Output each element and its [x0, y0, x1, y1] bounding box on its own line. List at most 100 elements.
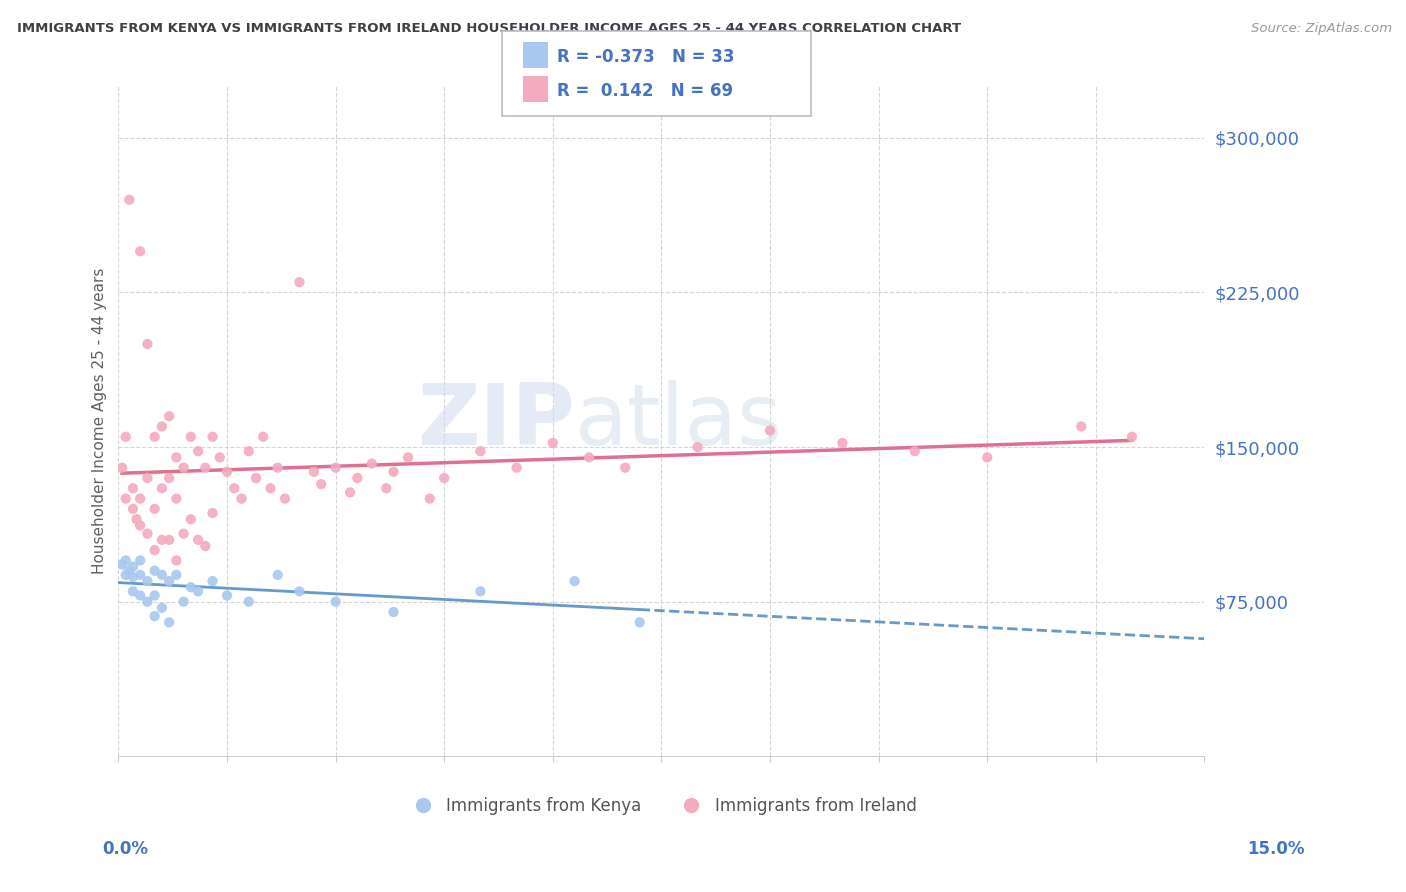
Point — [122, 570, 145, 584]
Point — [267, 460, 290, 475]
Point — [111, 558, 134, 572]
Point — [111, 460, 134, 475]
Point — [238, 444, 260, 458]
Point — [143, 589, 166, 603]
Point — [136, 471, 159, 485]
Point — [231, 491, 253, 506]
Point — [143, 543, 166, 558]
Point — [143, 502, 166, 516]
Legend: Immigrants from Kenya, Immigrants from Ireland: Immigrants from Kenya, Immigrants from I… — [399, 790, 924, 822]
Point — [165, 567, 187, 582]
Point — [118, 564, 141, 578]
Point — [114, 567, 136, 582]
Point — [114, 491, 136, 506]
Point — [122, 481, 145, 495]
Point — [201, 574, 224, 588]
Point — [157, 409, 180, 424]
Point — [339, 485, 361, 500]
Text: 15.0%: 15.0% — [1247, 840, 1305, 858]
Point — [194, 460, 217, 475]
Point — [904, 444, 927, 458]
Point — [201, 430, 224, 444]
Point — [759, 424, 782, 438]
Point — [686, 440, 709, 454]
Point — [129, 567, 152, 582]
Point — [325, 595, 347, 609]
Point — [614, 460, 637, 475]
Point — [114, 553, 136, 567]
Point — [150, 533, 173, 547]
Point — [267, 567, 290, 582]
Point — [129, 491, 152, 506]
Point — [201, 506, 224, 520]
Point — [375, 481, 398, 495]
Point — [125, 512, 148, 526]
Text: Source: ZipAtlas.com: Source: ZipAtlas.com — [1251, 22, 1392, 36]
Point — [136, 337, 159, 351]
Point — [274, 491, 297, 506]
Point — [129, 244, 152, 259]
Point — [1070, 419, 1092, 434]
Point — [831, 436, 853, 450]
Point — [143, 564, 166, 578]
Point — [157, 615, 180, 630]
Point — [433, 471, 456, 485]
Point — [165, 491, 187, 506]
Point — [245, 471, 267, 485]
Point — [252, 430, 274, 444]
Text: ZIP: ZIP — [416, 380, 575, 463]
Point — [143, 609, 166, 624]
Point — [288, 275, 311, 289]
Point — [180, 512, 202, 526]
Point — [238, 595, 260, 609]
Text: R =  0.142   N = 69: R = 0.142 N = 69 — [557, 82, 733, 100]
Point — [578, 450, 600, 465]
Point — [129, 518, 152, 533]
Text: R = -0.373   N = 33: R = -0.373 N = 33 — [557, 48, 734, 66]
Point — [180, 580, 202, 594]
Point — [114, 430, 136, 444]
Y-axis label: Householder Income Ages 25 - 44 years: Householder Income Ages 25 - 44 years — [93, 268, 107, 574]
Point — [118, 193, 141, 207]
Point — [215, 465, 238, 479]
Point — [157, 574, 180, 588]
Point — [505, 460, 527, 475]
Point — [150, 481, 173, 495]
Point — [129, 589, 152, 603]
Point — [150, 419, 173, 434]
Point — [180, 430, 202, 444]
Point — [309, 477, 332, 491]
Point — [1121, 430, 1143, 444]
Point — [564, 574, 586, 588]
Point — [136, 595, 159, 609]
Point — [325, 460, 347, 475]
Point — [129, 553, 152, 567]
Point — [346, 471, 368, 485]
Point — [628, 615, 651, 630]
Point — [157, 533, 180, 547]
Point — [288, 584, 311, 599]
Point — [382, 465, 405, 479]
Point — [259, 481, 281, 495]
Point — [173, 595, 195, 609]
Point — [194, 539, 217, 553]
Point — [165, 450, 187, 465]
Point — [157, 471, 180, 485]
Point — [150, 567, 173, 582]
Point — [208, 450, 231, 465]
Point — [136, 526, 159, 541]
Point — [150, 600, 173, 615]
Point — [224, 481, 246, 495]
Point — [165, 553, 187, 567]
Point — [419, 491, 441, 506]
Point — [302, 465, 325, 479]
Point — [396, 450, 419, 465]
Point — [541, 436, 564, 450]
Point — [187, 533, 209, 547]
Point — [173, 526, 195, 541]
Point — [187, 444, 209, 458]
Point — [122, 559, 145, 574]
Text: IMMIGRANTS FROM KENYA VS IMMIGRANTS FROM IRELAND HOUSEHOLDER INCOME AGES 25 - 44: IMMIGRANTS FROM KENYA VS IMMIGRANTS FROM… — [17, 22, 960, 36]
Point — [976, 450, 998, 465]
Point — [122, 584, 145, 599]
